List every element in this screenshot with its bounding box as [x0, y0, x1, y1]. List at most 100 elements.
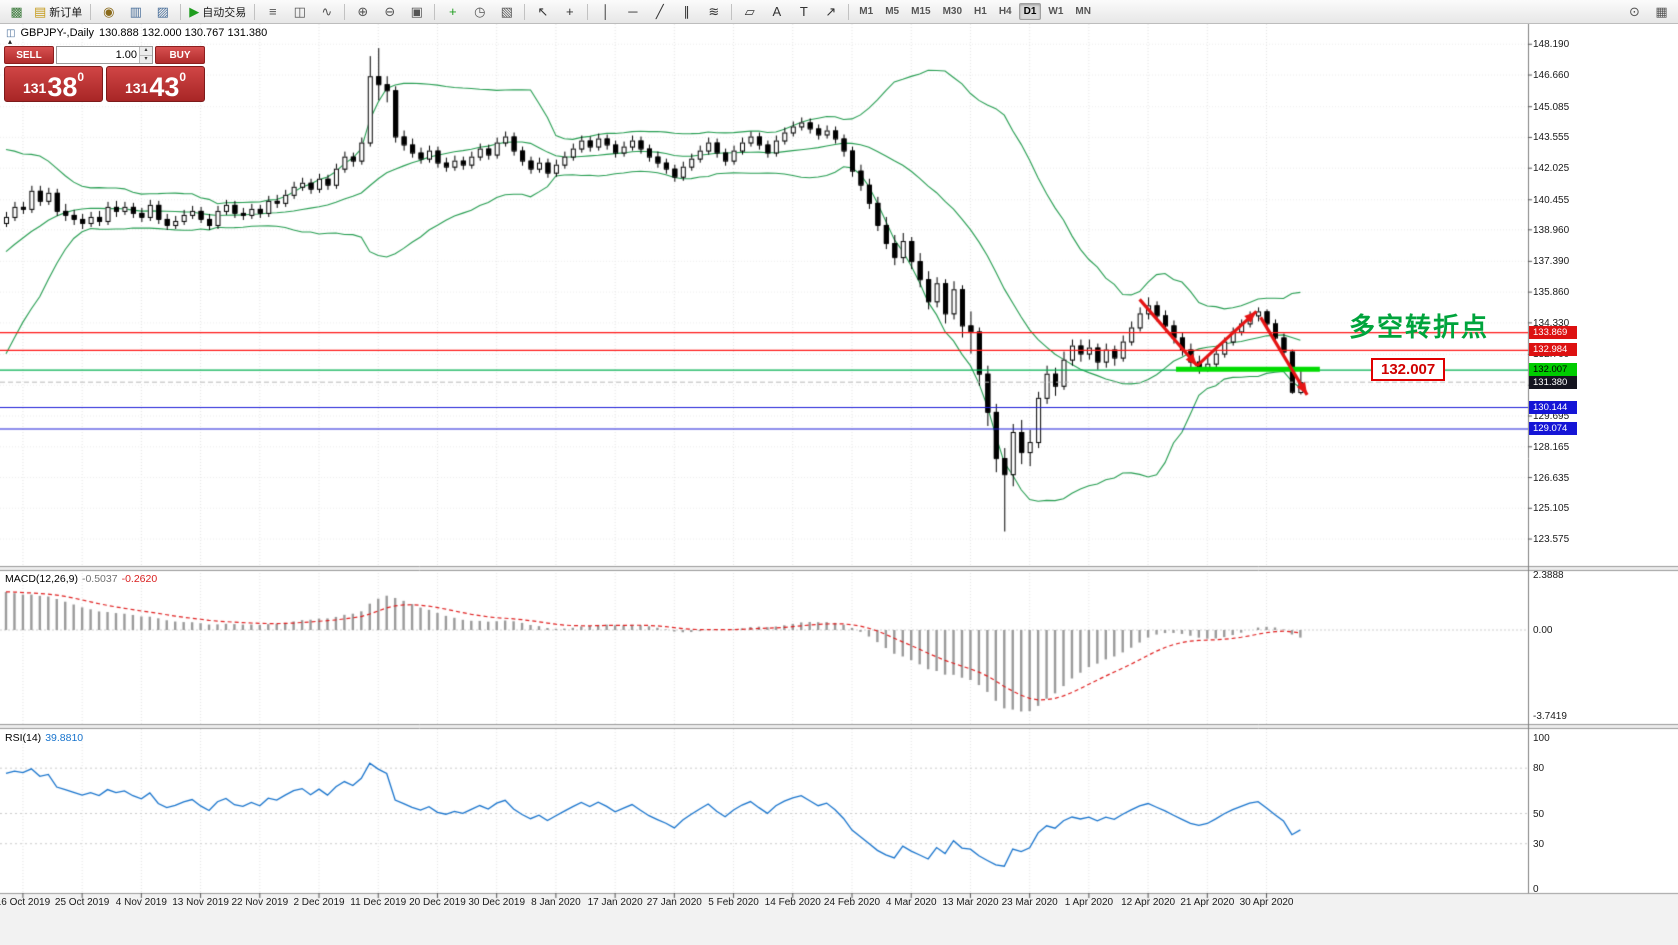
indicators-add-icon: +	[449, 4, 457, 19]
market-watch-button[interactable]: ◉	[96, 1, 121, 22]
timeframe-mn[interactable]: MN	[1075, 6, 1091, 17]
date-label: 4 Nov 2019	[115, 897, 167, 908]
chart-area: ◫ GBPJPY-,Daily 130.888 132.000 130.767 …	[0, 24, 1678, 945]
line-chart-mode-button[interactable]: ∿	[314, 1, 339, 22]
text-tool-icon: A	[772, 4, 782, 19]
date-label: 25 Oct 2019	[54, 897, 110, 908]
macd-indicator-label: MACD(12,26,9) -0.5037 -0.2620	[5, 573, 157, 585]
main-toolbar: ▩ ▤ 新订单 ◉ ▥ ▨ ▶ 自动交易 ≡ ◫ ∿ ⊕ ⊖ ▣ + ◷ ▧ ↖ + │ ─ ╱ ∥ ≋ ▱ A T ↗ M1 M5 M1…	[0, 0, 1678, 24]
vertical-line-tool-icon: │	[601, 4, 610, 19]
volume-value[interactable]: 1.00	[115, 49, 137, 61]
candlestick-mode-button[interactable]: ◫	[287, 1, 312, 22]
price-axis-label: 134.330	[1533, 317, 1570, 329]
timeframe-h4[interactable]: H4	[998, 6, 1012, 17]
search-icon: ⊙	[1629, 4, 1640, 19]
sell-price-button[interactable]: 131 38 0	[4, 66, 103, 102]
macd-axis-label: -3.7419	[1533, 711, 1567, 723]
profiles-button[interactable]: ▥	[123, 1, 148, 22]
macd-axis-label: 0.00	[1533, 625, 1553, 636]
indicators-add-button[interactable]: +	[440, 1, 465, 22]
new-chart-button[interactable]: ▩	[4, 1, 29, 22]
chart-ohlc-values: 130.888 132.000 130.767 131.380	[99, 27, 268, 39]
rsi-axis-label: 100	[1533, 733, 1550, 744]
toolbar-separator	[90, 3, 92, 20]
search-button[interactable]: ⊙	[1622, 1, 1647, 22]
date-label: 14 Feb 2020	[764, 897, 821, 908]
chart-title-icon: ◫	[6, 27, 16, 39]
price-axis-label: 143.555	[1533, 132, 1570, 144]
macd-main-value: -0.5037	[81, 573, 118, 585]
timeframe-m5[interactable]: M5	[885, 6, 900, 17]
fibonacci-tool-button[interactable]: ≋	[701, 1, 726, 22]
price-badge: 131.380	[1529, 375, 1577, 389]
timeframe-d1[interactable]: D1	[1018, 3, 1042, 20]
volume-input[interactable]: 1.00 ▴ ▾	[56, 46, 153, 64]
sell-button[interactable]: SELL	[4, 46, 54, 64]
timeframe-m30[interactable]: M30	[942, 6, 963, 17]
cursor-tool-button[interactable]: ↖	[530, 1, 555, 22]
label-tool-icon: T	[799, 4, 808, 19]
annotation-turning-point-text: 多空转折点	[1349, 312, 1490, 342]
timeframe-toolbar: M1 M5 M15 M30 H1 H4 D1 W1 MN	[853, 3, 1097, 20]
date-label: 13 Mar 2020	[942, 897, 999, 908]
auto-trading-button[interactable]: ▶ 自动交易	[186, 1, 249, 22]
tile-windows-button[interactable]: ▣	[404, 1, 429, 22]
templates-button[interactable]: ▧	[494, 1, 519, 22]
timeframe-h1[interactable]: H1	[974, 6, 987, 17]
crosshair-tool-button[interactable]: +	[557, 1, 582, 22]
chart-canvas[interactable]	[0, 24, 1678, 945]
date-label: 27 Jan 2020	[646, 897, 702, 908]
price-axis-label: 123.575	[1533, 534, 1570, 546]
label-tool-button[interactable]: T	[791, 1, 816, 22]
price-badge: 133.869	[1529, 325, 1577, 339]
zoom-in-icon: ⊕	[357, 4, 369, 19]
periods-button[interactable]: ◷	[467, 1, 492, 22]
arrows-tool-button[interactable]: ↗	[818, 1, 843, 22]
shapes-tool-button[interactable]: ▱	[737, 1, 762, 22]
date-label: 1 Apr 2020	[1064, 897, 1114, 908]
buy-price-major: 131	[124, 80, 149, 96]
annotation-price-label-box: 132.007	[1371, 358, 1446, 381]
volume-down-button[interactable]: ▾	[140, 55, 152, 63]
date-label: 8 Jan 2020	[531, 897, 581, 908]
zoom-out-icon: ⊖	[384, 4, 396, 19]
text-tool-button[interactable]: A	[764, 1, 789, 22]
price-axis-label: 138.960	[1533, 224, 1570, 236]
vertical-line-tool-button[interactable]: │	[593, 1, 618, 22]
new-order-label: 新订单	[49, 6, 83, 19]
date-label: 13 Nov 2019	[172, 897, 229, 908]
volume-up-button[interactable]: ▴	[140, 47, 152, 56]
date-label: 4 Mar 2020	[885, 897, 937, 908]
crosshair-tool-icon: +	[566, 4, 574, 19]
date-label: 2 Dec 2019	[293, 897, 345, 908]
horizontal-line-tool-button[interactable]: ─	[620, 1, 645, 22]
date-label: 11 Dec 2019	[350, 897, 407, 908]
timeframe-m1[interactable]: M1	[859, 6, 874, 17]
one-click-collapse-icon[interactable]: ▴	[8, 37, 13, 46]
trendline-tool-icon: ╱	[655, 4, 664, 19]
fibonacci-tool-icon: ≋	[708, 4, 720, 19]
timeframe-m15[interactable]: M15	[911, 6, 931, 17]
auto-trading-label: 自动交易	[202, 6, 247, 19]
rsi-name: RSI(14)	[5, 732, 42, 744]
channel-tool-button[interactable]: ∥	[674, 1, 699, 22]
timeframe-w1[interactable]: W1	[1048, 6, 1064, 17]
price-badge: 130.144	[1529, 400, 1577, 414]
layout-button[interactable]: ▦	[1649, 1, 1674, 22]
date-label: 20 Dec 2019	[409, 897, 466, 908]
macd-signal-value: -0.2620	[121, 573, 158, 585]
data-window-button[interactable]: ▨	[150, 1, 175, 22]
channel-tool-icon: ∥	[683, 4, 691, 19]
zoom-in-button[interactable]: ⊕	[350, 1, 375, 22]
macd-name: MACD(12,26,9)	[5, 573, 78, 585]
bar-chart-mode-button[interactable]: ≡	[260, 1, 285, 22]
new-order-button[interactable]: ▤ 新订单	[31, 1, 85, 22]
date-label: 12 Apr 2020	[1121, 897, 1176, 908]
macd-axis-label: 2.3888	[1533, 570, 1564, 582]
date-label: 30 Dec 2019	[468, 897, 526, 908]
zoom-out-button[interactable]: ⊖	[377, 1, 402, 22]
buy-price-button[interactable]: 131 43 0	[106, 66, 205, 102]
buy-button[interactable]: BUY	[155, 46, 205, 64]
trendline-tool-button[interactable]: ╱	[647, 1, 672, 22]
